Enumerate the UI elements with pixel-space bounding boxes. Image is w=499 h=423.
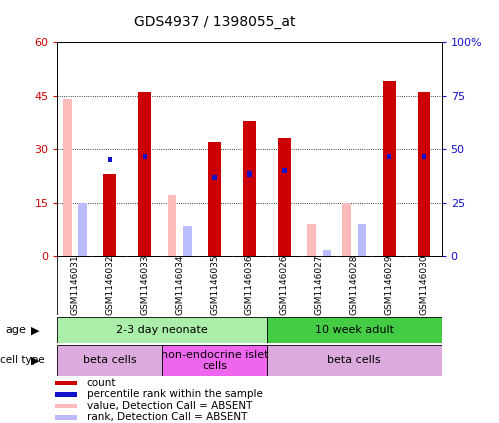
Text: age: age (5, 325, 26, 335)
Bar (422, 154, 426, 159)
Bar (57, 345, 162, 376)
Bar (55, 381, 77, 385)
Bar (183, 226, 192, 256)
Bar (418, 92, 431, 256)
Bar (248, 171, 251, 177)
Bar (307, 224, 316, 256)
Bar (55, 392, 77, 397)
Bar (143, 154, 147, 159)
Text: count: count (87, 378, 116, 388)
Text: GSM1146031: GSM1146031 (70, 254, 79, 315)
Bar (55, 415, 77, 420)
Text: GSM1146026: GSM1146026 (280, 254, 289, 315)
Text: GSM1146032: GSM1146032 (105, 254, 114, 315)
Bar (383, 82, 396, 256)
Bar (267, 345, 442, 376)
Bar (387, 154, 391, 159)
Text: GSM1146033: GSM1146033 (140, 254, 149, 315)
Text: ▶: ▶ (31, 355, 40, 365)
Bar (243, 121, 256, 256)
Text: beta cells: beta cells (327, 355, 381, 365)
Bar (342, 203, 351, 256)
Text: beta cells: beta cells (83, 355, 137, 365)
Bar (213, 175, 217, 180)
Text: cell type: cell type (0, 355, 45, 365)
Bar (208, 142, 221, 256)
Text: value, Detection Call = ABSENT: value, Detection Call = ABSENT (87, 401, 252, 411)
Text: percentile rank within the sample: percentile rank within the sample (87, 390, 262, 399)
Text: rank, Detection Call = ABSENT: rank, Detection Call = ABSENT (87, 412, 247, 422)
Bar (168, 195, 176, 256)
Text: GSM1146030: GSM1146030 (420, 254, 429, 315)
Text: GSM1146029: GSM1146029 (385, 254, 394, 315)
Bar (103, 174, 116, 256)
Bar (162, 345, 267, 376)
Bar (63, 99, 71, 256)
Bar (78, 203, 87, 256)
Text: ▶: ▶ (31, 325, 40, 335)
Bar (55, 404, 77, 408)
Text: GDS4937 / 1398055_at: GDS4937 / 1398055_at (134, 15, 295, 29)
Text: non-endocrine islet
cells: non-endocrine islet cells (161, 349, 268, 371)
Bar (323, 250, 331, 256)
Text: GSM1146028: GSM1146028 (350, 254, 359, 315)
Text: 2-3 day neonate: 2-3 day neonate (116, 325, 208, 335)
Bar (358, 224, 366, 256)
Bar (108, 157, 112, 162)
Text: GSM1146036: GSM1146036 (245, 254, 254, 315)
Bar (138, 92, 151, 256)
Bar (267, 317, 442, 343)
Bar (57, 317, 267, 343)
Text: GSM1146034: GSM1146034 (175, 254, 184, 315)
Bar (282, 168, 286, 173)
Text: 10 week adult: 10 week adult (315, 325, 394, 335)
Text: GSM1146035: GSM1146035 (210, 254, 219, 315)
Bar (278, 138, 291, 256)
Text: GSM1146027: GSM1146027 (315, 254, 324, 315)
